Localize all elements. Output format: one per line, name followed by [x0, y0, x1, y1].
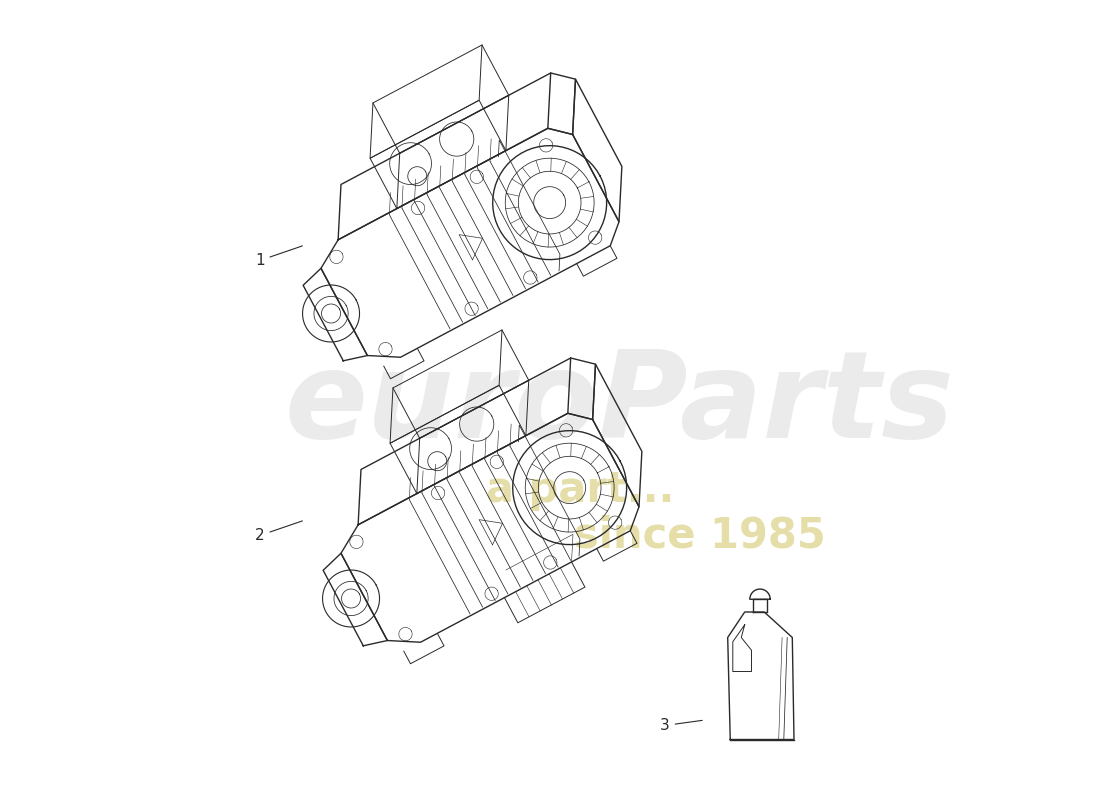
Text: 2: 2: [255, 521, 302, 543]
Text: since 1985: since 1985: [574, 514, 826, 556]
Text: 1: 1: [255, 246, 302, 268]
Text: a part...: a part...: [486, 469, 674, 511]
Text: euroParts: euroParts: [285, 346, 955, 463]
Text: 3: 3: [660, 718, 702, 733]
